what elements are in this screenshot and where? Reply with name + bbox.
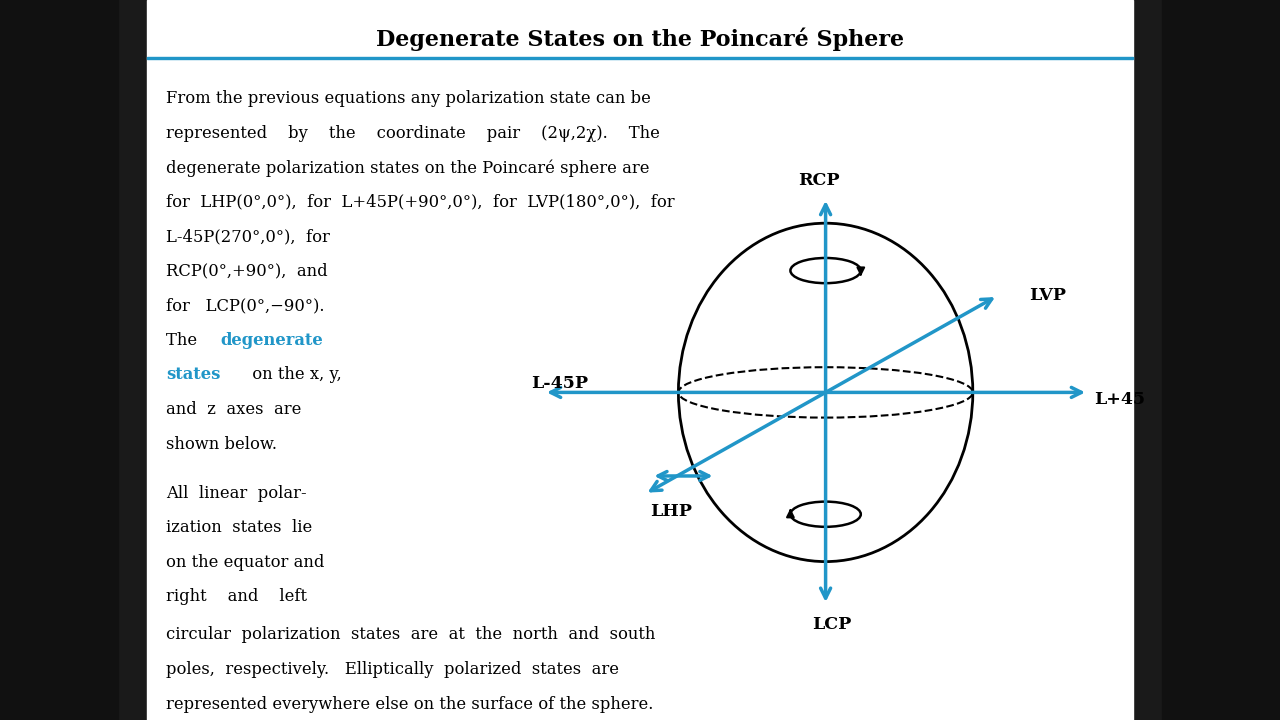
Text: L-45P(270°,0°),  for: L-45P(270°,0°), for (166, 228, 330, 246)
Text: for  LHP(0°,0°),  for  L+45P(+90°,0°),  for  LVP(180°,0°),  for: for LHP(0°,0°), for L+45P(+90°,0°), for … (166, 194, 675, 211)
Text: From the previous equations any polarization state can be: From the previous equations any polariza… (166, 90, 652, 107)
Text: for   LCP(0°,−90°).: for LCP(0°,−90°). (166, 297, 325, 315)
Text: RCP(0°,+90°),  and: RCP(0°,+90°), and (166, 263, 328, 280)
Text: The: The (166, 332, 209, 349)
Text: and  z  axes  are: and z axes are (166, 401, 302, 418)
Text: LCP: LCP (813, 616, 851, 633)
Bar (1162, 0, 1280, 720)
Text: on the equator and: on the equator and (166, 554, 325, 571)
Text: represented everywhere else on the surface of the sphere.: represented everywhere else on the surfa… (166, 696, 654, 713)
Text: represented    by    the    coordinate    pair    (2ψ,2χ).    The: represented by the coordinate pair (2ψ,2… (166, 125, 660, 142)
Bar (147, 0, 1133, 720)
Text: LVP: LVP (1029, 287, 1066, 304)
Text: right    and    left: right and left (166, 588, 307, 606)
Text: Degenerate States on the Poincaré Sphere: Degenerate States on the Poincaré Sphere (376, 28, 904, 51)
Text: L+45: L+45 (1094, 391, 1146, 408)
Text: circular  polarization  states  are  at  the  north  and  south: circular polarization states are at the … (166, 626, 655, 644)
Text: ization  states  lie: ization states lie (166, 519, 312, 536)
Bar (0, 0, 118, 720)
Text: LHP: LHP (650, 503, 691, 521)
Text: shown below.: shown below. (166, 436, 278, 453)
Bar (147, 56, 1133, 59)
Text: RCP: RCP (799, 171, 840, 189)
Text: poles,  respectively.   Elliptically  polarized  states  are: poles, respectively. Elliptically polari… (166, 661, 620, 678)
Text: states: states (166, 366, 220, 384)
Text: on the x, y,: on the x, y, (247, 366, 342, 384)
Text: degenerate: degenerate (220, 332, 323, 349)
Text: L-45P: L-45P (531, 375, 589, 392)
Text: All  linear  polar-: All linear polar- (166, 485, 307, 502)
Text: degenerate polarization states on the Poincaré sphere are: degenerate polarization states on the Po… (166, 159, 650, 176)
